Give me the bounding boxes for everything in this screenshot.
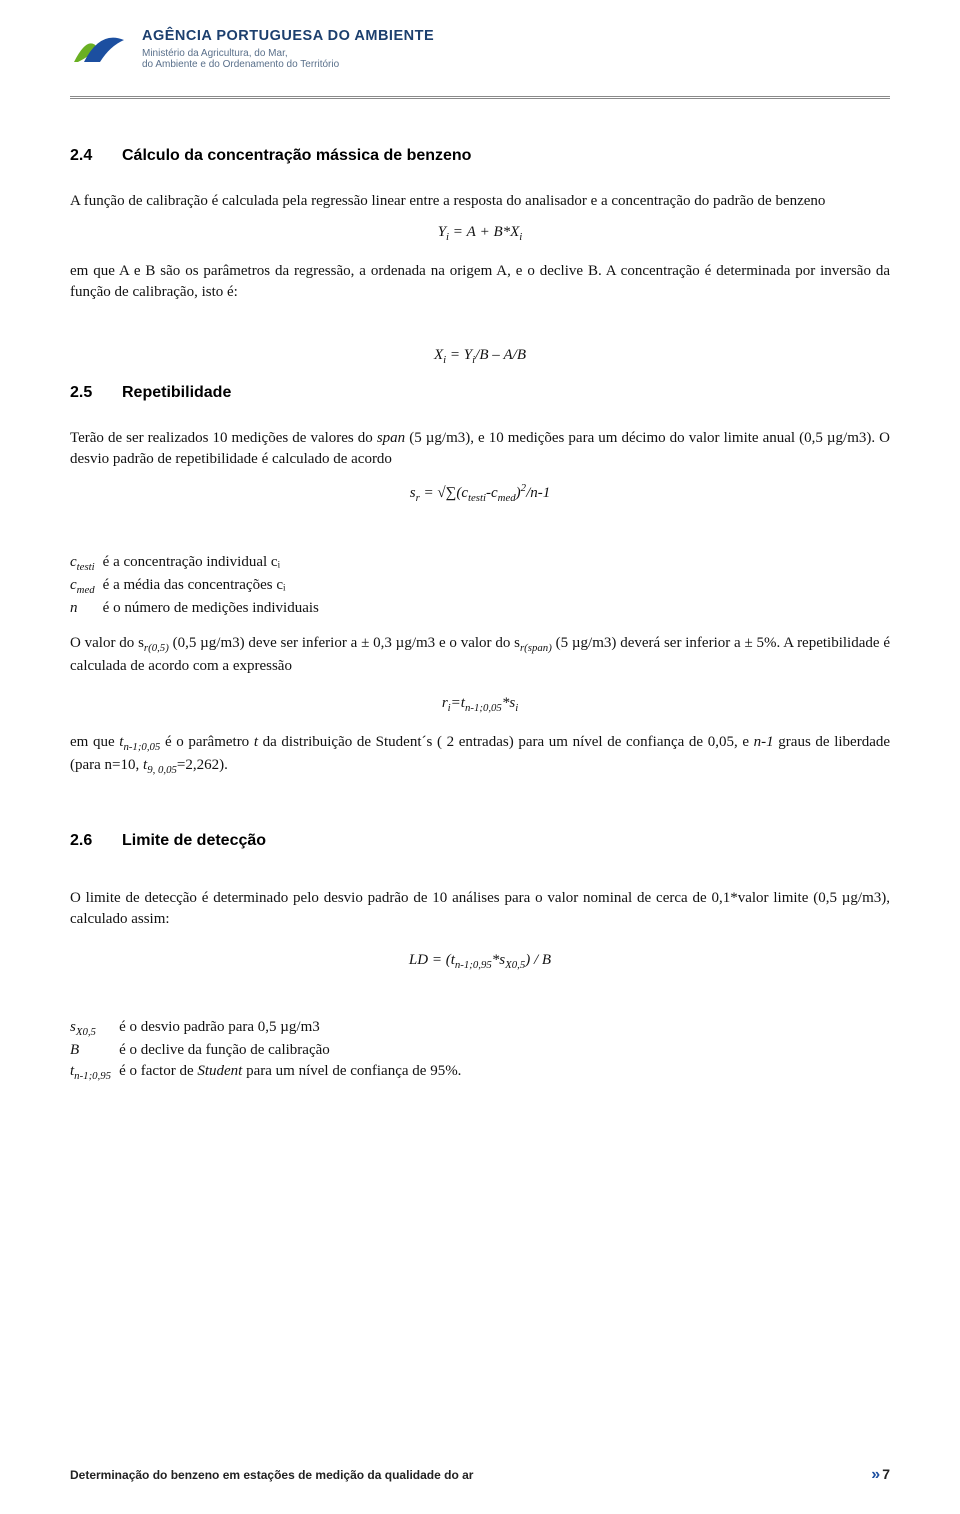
s25-definitions-table: ctesti é a concentração individual cᵢ cm… <box>70 552 327 619</box>
page-header: AGÊNCIA PORTUGUESA DO AMBIENTE Ministéri… <box>70 0 890 70</box>
s25-paragraph-3: em que tn-1;0,05 é o parâmetro t da dist… <box>70 732 890 778</box>
header-rule <box>70 96 890 99</box>
chevron-right-icon: » <box>871 1466 880 1483</box>
s26-equation-1: LD = (tn-1;0,95*sX0,5) / B <box>70 952 890 971</box>
table-row: n é o número de medições individuais <box>70 598 327 619</box>
s25-paragraph-2: O valor do sr(0,5) (0,5 µg/m3) deve ser … <box>70 633 890 677</box>
agency-text-block: AGÊNCIA PORTUGUESA DO AMBIENTE Ministéri… <box>142 28 434 70</box>
section-title: Limite de detecção <box>122 832 266 849</box>
table-row: tn-1;0,95 é o factor de Student para um … <box>70 1061 469 1084</box>
section-title: Repetibilidade <box>122 384 231 401</box>
footer-title: Determinação do benzeno em estações de m… <box>70 1468 473 1482</box>
s24-equation-1: Yi = A + B*Xi <box>70 224 890 243</box>
section-title: Cálculo da concentração mássica de benze… <box>122 147 471 164</box>
section-2-5-heading: 2.5Repetibilidade <box>70 384 890 402</box>
table-row: sX0,5 é o desvio padrão para 0,5 µg/m3 <box>70 1017 469 1040</box>
section-2-4-heading: 2.4Cálculo da concentração mássica de be… <box>70 147 890 165</box>
page-footer: Determinação do benzeno em estações de m… <box>70 1466 890 1484</box>
section-number: 2.5 <box>70 384 122 402</box>
s24-paragraph-1: A função de calibração é calculada pela … <box>70 191 890 212</box>
ministry-line-1: Ministério da Agricultura, do Mar, <box>142 48 434 59</box>
ministry-line-2: do Ambiente e do Ordenamento do Territór… <box>142 59 434 70</box>
s25-equation-2: ri=tn-1;0,05*si <box>70 695 890 714</box>
s26-definitions-table: sX0,5 é o desvio padrão para 0,5 µg/m3 B… <box>70 1017 469 1084</box>
table-row: ctesti é a concentração individual cᵢ <box>70 552 327 575</box>
s24-paragraph-2: em que A e B são os parâmetros da regres… <box>70 261 890 303</box>
s26-paragraph-1: O limite de detecção é determinado pelo … <box>70 888 890 930</box>
s24-equation-2: Xi = Yi/B – A/B <box>70 347 890 366</box>
section-2-6-heading: 2.6Limite de detecção <box>70 832 890 850</box>
footer-page-number: »7 <box>871 1466 890 1484</box>
s25-paragraph-1: Terão de ser realizados 10 medições de v… <box>70 428 890 470</box>
table-row: B é o declive da função de calibração <box>70 1040 469 1061</box>
section-number: 2.6 <box>70 832 122 850</box>
agency-name: AGÊNCIA PORTUGUESA DO AMBIENTE <box>142 28 434 44</box>
s25-equation-1: sr = √∑(ctesti-cmed)2/n-1 <box>70 482 890 504</box>
section-number: 2.4 <box>70 147 122 165</box>
agency-logo-icon <box>70 28 126 68</box>
page-content: 2.4Cálculo da concentração mássica de be… <box>70 147 890 1084</box>
table-row: cmed é a média das concentrações cᵢ <box>70 575 327 598</box>
